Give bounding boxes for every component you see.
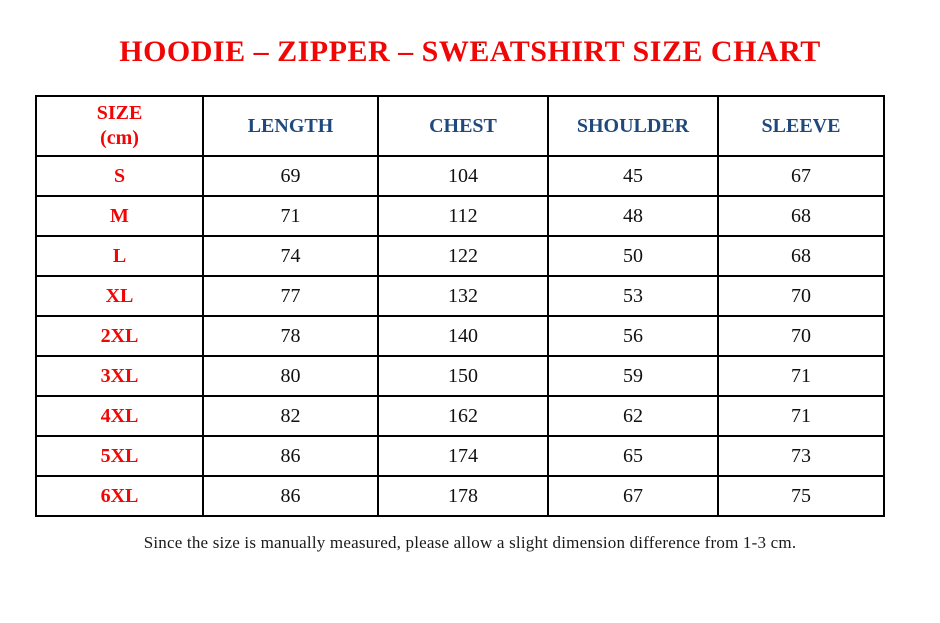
measurement-value: 70 [717, 315, 885, 357]
measurement-value: 178 [377, 475, 549, 517]
table-row: XL 77 132 53 70 [35, 275, 885, 317]
size-label: 3XL [35, 355, 204, 397]
measurement-value: 71 [202, 195, 379, 237]
measurement-value: 86 [202, 435, 379, 477]
table-row: M 71 112 48 68 [35, 195, 885, 237]
measurement-value: 50 [547, 235, 719, 277]
size-chart-table: SIZE (cm) LENGTH CHEST SHOULDER SLEEVE S… [35, 95, 885, 517]
table-row: 3XL 80 150 59 71 [35, 355, 885, 397]
measurement-value: 56 [547, 315, 719, 357]
table-row: 4XL 82 162 62 71 [35, 395, 885, 437]
measurement-value: 62 [547, 395, 719, 437]
measurement-value: 112 [377, 195, 549, 237]
measurement-value: 59 [547, 355, 719, 397]
col-header-sleeve: SLEEVE [717, 95, 885, 157]
footnote: Since the size is manually measured, ple… [143, 533, 797, 552]
size-label: 4XL [35, 395, 204, 437]
size-label: 5XL [35, 435, 204, 477]
header-row: SIZE (cm) LENGTH CHEST SHOULDER SLEEVE [35, 95, 885, 157]
measurement-value: 70 [717, 275, 885, 317]
size-chart-page: . HOODIE – ZIPPER – SWEATSHIRT SIZE CHAR… [0, 33, 940, 553]
size-label: 6XL [35, 475, 204, 517]
measurement-value: 132 [377, 275, 549, 317]
size-table-body: S 69 104 45 67 M 71 112 48 68 L 74 122 50 68 XL 77 132 53 7… [35, 155, 885, 517]
table-row: S 69 104 45 67 [35, 155, 885, 197]
measurement-value: 68 [717, 195, 885, 237]
measurement-value: 104 [377, 155, 549, 197]
measurement-value: 53 [547, 275, 719, 317]
size-label: 2XL [35, 315, 204, 357]
measurement-value: 45 [547, 155, 719, 197]
table-row: 2XL 78 140 56 70 [35, 315, 885, 357]
col-header-size-line2: (cm) [100, 127, 139, 149]
measurement-value: 48 [547, 195, 719, 237]
measurement-value: 140 [377, 315, 549, 357]
measurement-value: 122 [377, 235, 549, 277]
measurement-value: 174 [377, 435, 549, 477]
measurement-value: 82 [202, 395, 379, 437]
measurement-value: 150 [377, 355, 549, 397]
table-row: L 74 122 50 68 [35, 235, 885, 277]
measurement-value: 71 [717, 395, 885, 437]
measurement-value: 75 [717, 475, 885, 517]
stray-dot-mark: . [478, 33, 482, 50]
measurement-value: 80 [202, 355, 379, 397]
measurement-value: 71 [717, 355, 885, 397]
size-label: M [35, 195, 204, 237]
col-header-length: LENGTH [202, 95, 379, 157]
table-row: 6XL 86 178 67 75 [35, 475, 885, 517]
size-label: S [35, 155, 204, 197]
measurement-value: 74 [202, 235, 379, 277]
measurement-value: 162 [377, 395, 549, 437]
measurement-value: 67 [547, 475, 719, 517]
measurement-value: 65 [547, 435, 719, 477]
table-row: 5XL 86 174 65 73 [35, 435, 885, 477]
size-label: XL [35, 275, 204, 317]
measurement-value: 69 [202, 155, 379, 197]
col-header-chest: CHEST [377, 95, 549, 157]
measurement-value: 73 [717, 435, 885, 477]
size-label: L [35, 235, 204, 277]
measurement-value: 68 [717, 235, 885, 277]
measurement-value: 67 [717, 155, 885, 197]
col-header-size-line1: SIZE [96, 102, 143, 124]
page-title: HOODIE – ZIPPER – SWEATSHIRT SIZE CHART [119, 35, 821, 68]
measurement-value: 78 [202, 315, 379, 357]
col-header-size: SIZE (cm) [35, 95, 204, 157]
measurement-value: 86 [202, 475, 379, 517]
measurement-value: 77 [202, 275, 379, 317]
col-header-shoulder: SHOULDER [547, 95, 719, 157]
